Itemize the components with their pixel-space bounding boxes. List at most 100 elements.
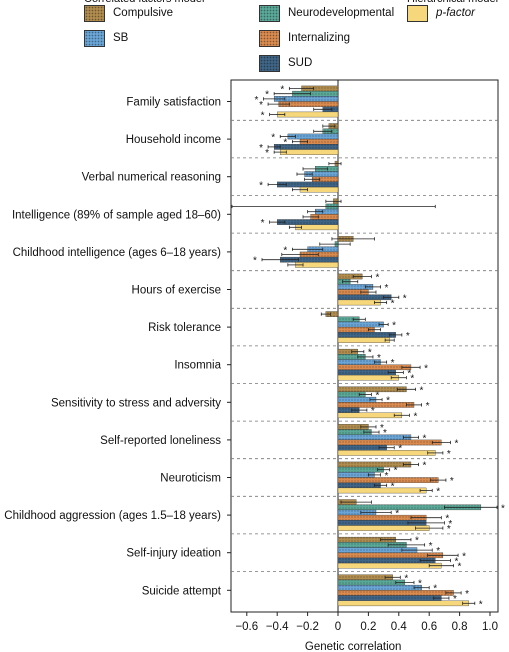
bar-texture	[338, 557, 436, 564]
bar-texture	[300, 251, 338, 258]
bar-texture	[338, 482, 381, 488]
bar	[277, 111, 339, 118]
bar-texture	[301, 85, 338, 92]
category-label: Self-reported loneliness	[100, 435, 221, 447]
bar-texture	[338, 354, 366, 360]
legend-swatch	[84, 4, 105, 22]
bar-texture	[274, 144, 338, 150]
significance-asterisk: *	[283, 245, 287, 256]
x-tick-label: 0.8	[452, 621, 468, 633]
significance-asterisk: *	[271, 133, 275, 144]
significance-asterisk: *	[415, 536, 419, 547]
significance-asterisk: *	[259, 181, 263, 192]
category-label: Family satisfaction	[126, 97, 221, 109]
legend-swatch	[407, 4, 428, 22]
significance-asterisk: *	[450, 476, 454, 487]
category-label: Suicide attempt	[142, 585, 222, 597]
bar-texture	[338, 504, 481, 510]
bar-texture	[277, 181, 338, 188]
significance-asterisk: *	[423, 461, 427, 472]
x-tick-label: −0.2	[296, 621, 319, 633]
legend-group-title: Hierarchical model	[407, 0, 498, 5]
significance-asterisk: *	[391, 299, 395, 310]
bar-texture	[287, 133, 338, 140]
significance-asterisk: *	[447, 449, 451, 460]
bar-texture	[338, 509, 376, 516]
legend-item: Compulsive	[84, 3, 173, 23]
bar-texture	[338, 321, 384, 328]
significance-asterisk: *	[283, 138, 287, 149]
bar	[337, 450, 436, 456]
bar-texture	[338, 364, 411, 370]
bar	[337, 337, 390, 343]
bar-texture	[312, 176, 338, 182]
significance-asterisk: *	[479, 599, 483, 610]
bar-texture	[338, 316, 360, 322]
significance-asterisk: *	[391, 358, 395, 369]
significance-asterisk: *	[436, 487, 440, 498]
bar-texture	[338, 574, 393, 580]
category-label: Childhood intelligence (ages 6–18 years)	[13, 247, 222, 259]
x-tick-label: 1.0	[482, 621, 498, 633]
bar	[337, 412, 403, 419]
x-tick-label: 0	[335, 621, 341, 633]
bar	[337, 562, 442, 569]
significance-asterisk: *	[458, 562, 462, 573]
legend-item: p-factor	[407, 3, 475, 23]
category-label: Verbal numerical reasoning	[82, 172, 221, 184]
significance-asterisk: *	[265, 148, 269, 159]
significance-asterisk: *	[445, 514, 449, 525]
significance-asterisk: *	[368, 348, 372, 359]
bar-texture	[338, 590, 454, 596]
legend: Correlated factors model Compulsive SB Neur…	[0, 0, 509, 72]
bar	[337, 600, 469, 607]
x-axis-title: Genetic correlation	[305, 641, 402, 652]
legend-swatch	[259, 29, 280, 47]
significance-asterisk: *	[398, 444, 402, 455]
significance-asterisk: *	[253, 256, 257, 267]
bar-texture	[338, 327, 375, 333]
category-label: Neuroticism	[160, 473, 221, 485]
category-label: Sensitivity to stress and adversity	[51, 397, 221, 409]
bar-texture	[338, 595, 442, 601]
legend-item: Neurodevelopmental	[259, 3, 394, 23]
significance-asterisk: *	[410, 374, 414, 385]
bar-texture	[338, 386, 407, 392]
x-tick-label: −0.4	[266, 621, 289, 633]
bar-texture	[338, 397, 376, 403]
bar	[337, 487, 427, 494]
bar-texture	[338, 585, 422, 591]
bar-texture	[280, 257, 338, 263]
bar-texture	[338, 472, 375, 478]
legend-label: SB	[113, 32, 129, 44]
bar-texture	[338, 445, 387, 451]
bar-texture	[338, 520, 427, 526]
significance-asterisk: *	[259, 143, 263, 154]
bar-texture	[338, 391, 366, 398]
bar-texture	[304, 171, 338, 177]
category-label: Intelligence (89% of sample aged 18–60)	[12, 209, 221, 221]
significance-asterisk: *	[501, 503, 505, 514]
significance-asterisk: *	[391, 481, 395, 492]
significance-asterisk: *	[394, 466, 398, 477]
bar-texture	[338, 349, 358, 355]
bar-texture	[310, 214, 338, 220]
significance-asterisk: *	[426, 401, 430, 412]
category-label: Household income	[126, 134, 221, 146]
bar-texture	[338, 542, 407, 548]
significance-asterisk: *	[418, 579, 422, 590]
category-label: Risk tolerance	[148, 322, 221, 334]
significance-asterisk: *	[265, 90, 269, 101]
significance-asterisk: *	[403, 293, 407, 304]
legend-label: SUD	[288, 57, 313, 69]
bar-texture	[338, 552, 443, 558]
x-tick-label: 0.6	[421, 621, 437, 633]
significance-asterisk: *	[454, 439, 458, 450]
bar-texture	[338, 289, 369, 295]
significance-asterisk: *	[404, 573, 408, 584]
significance-asterisk: *	[395, 509, 399, 520]
significance-asterisk: *	[465, 589, 469, 600]
significance-asterisk: *	[420, 385, 424, 396]
x-tick-label: 0.4	[391, 621, 408, 633]
significance-asterisk: *	[383, 428, 387, 439]
